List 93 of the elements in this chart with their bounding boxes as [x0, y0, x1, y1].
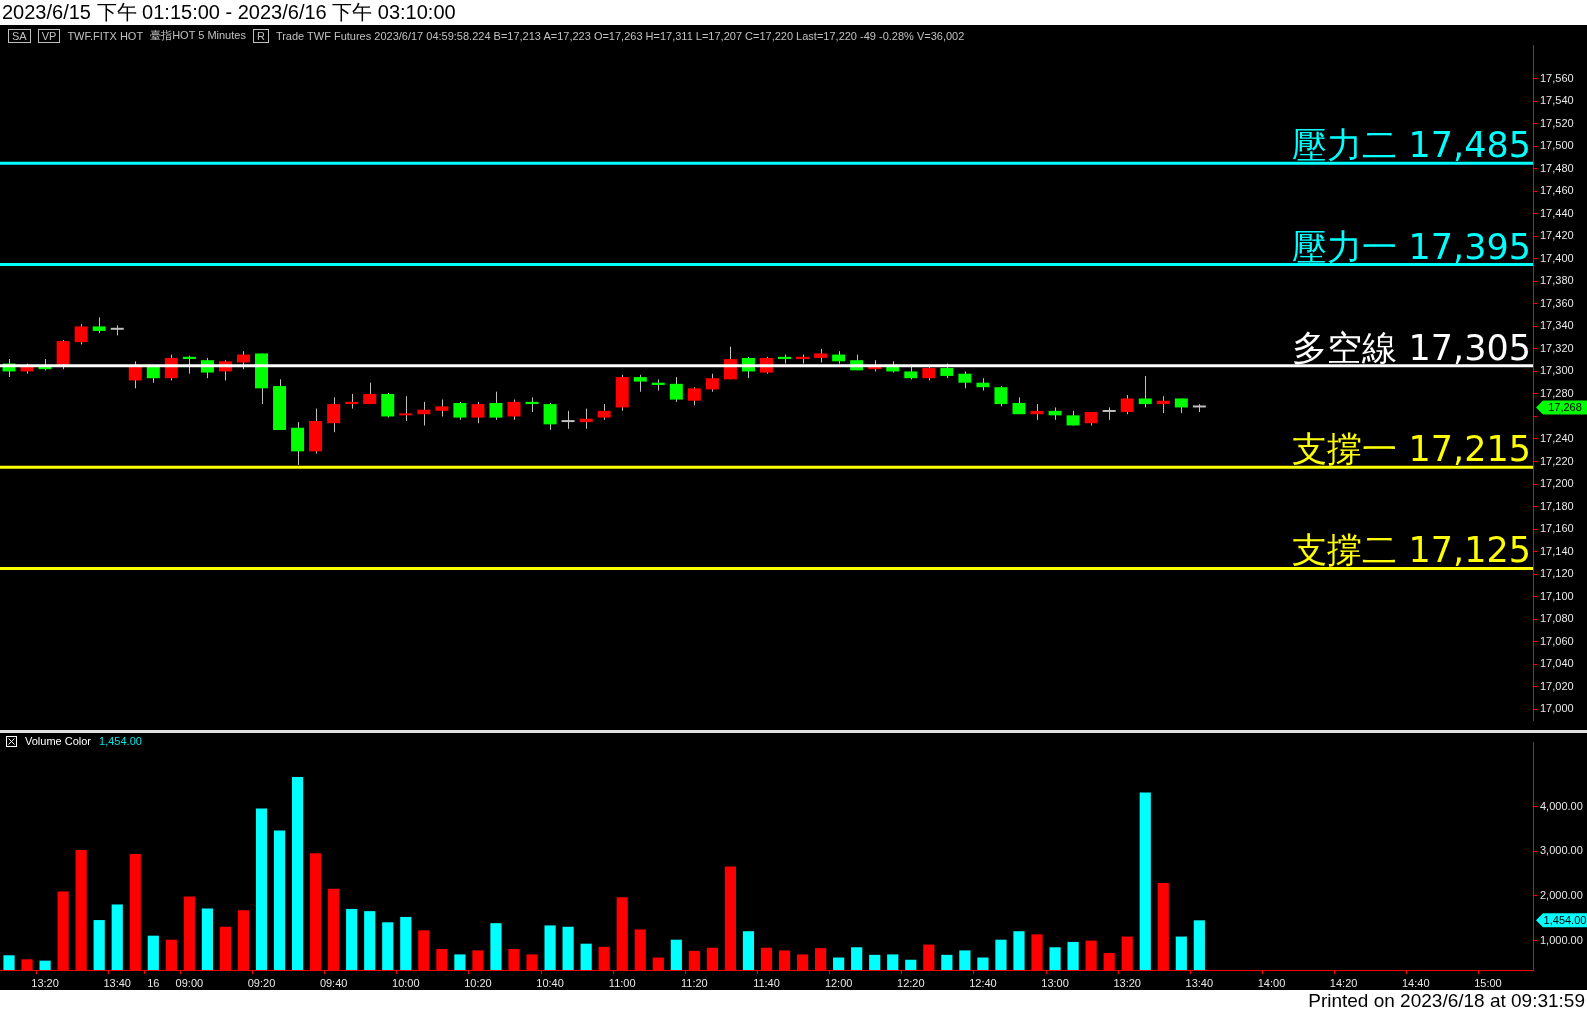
candlestick — [471, 401, 485, 424]
y-tick-label: 2,000.00 — [1540, 889, 1583, 902]
y-tick-label: 17,060 — [1540, 634, 1574, 647]
x-tick-label: 13:20 — [31, 976, 59, 989]
candlestick — [399, 395, 413, 422]
x-tick-label: 10:20 — [464, 976, 492, 989]
y-tick-label: 17,320 — [1540, 341, 1574, 354]
y-tick-label: 3,000.00 — [1540, 844, 1583, 857]
x-tick-label: 13:00 — [1041, 976, 1069, 989]
y-tick-label: 17,440 — [1540, 206, 1574, 219]
candlestick — [453, 401, 467, 421]
candlestick — [182, 355, 196, 375]
candlestick — [561, 410, 575, 430]
x-tick-label: 13:40 — [1185, 976, 1214, 989]
text: R — [252, 28, 269, 43]
ref-line-label: 壓力一 17,395 — [1292, 226, 1531, 267]
x-tick-label: 15:00 — [1474, 976, 1502, 989]
y-tick-label: 17,420 — [1540, 229, 1574, 242]
y-tick-label: 17,360 — [1540, 296, 1574, 309]
text: TWF.FITX HOT — [67, 29, 144, 42]
candlestick — [669, 376, 683, 403]
text: VP — [37, 28, 61, 43]
ref-line-label: 支撐一 17,215 — [1292, 429, 1531, 470]
y-tick-label: 17,480 — [1540, 161, 1574, 174]
candlestick — [1102, 406, 1116, 421]
y-tick-label: 17,140 — [1540, 544, 1574, 557]
candlestick — [381, 392, 395, 419]
y-tick-label: 17,500 — [1540, 139, 1574, 152]
x-tick-label: 16 — [147, 976, 160, 989]
annotation: 1,454.00 — [99, 735, 142, 747]
x-tick-label: 12:00 — [824, 976, 853, 989]
candlestick — [56, 339, 70, 370]
y-tick-label: 17,280 — [1540, 386, 1574, 399]
y-tick-label: 17,540 — [1540, 94, 1574, 107]
x-tick-label: 12:40 — [969, 976, 997, 989]
x-tick-label: 10:00 — [392, 976, 420, 989]
y-tick-label: 17,400 — [1540, 251, 1574, 264]
y-tick-label: 17,380 — [1540, 274, 1574, 287]
y-tick-label: 17,220 — [1540, 454, 1574, 467]
candlestick — [687, 386, 701, 406]
y-tick-label: 17,160 — [1540, 522, 1574, 535]
x-tick-label: 14:20 — [1329, 976, 1358, 989]
y-tick-label: 17,180 — [1540, 499, 1574, 512]
y-tick-label: 17,100 — [1540, 589, 1574, 602]
x-tick-label: 11:40 — [753, 976, 780, 989]
candlestick — [651, 378, 665, 392]
y-tick-label: 17,040 — [1540, 657, 1574, 670]
candlestick — [291, 421, 305, 466]
y-tick-label: 17,000 — [1540, 702, 1574, 715]
candlestick — [1138, 375, 1152, 408]
x-tick-label: 14:40 — [1402, 976, 1430, 989]
candlestick — [327, 396, 341, 433]
y-tick-label: 17,300 — [1540, 364, 1574, 377]
x-tick-label: 10:40 — [536, 976, 564, 989]
chart-title: 2023/6/15 下午 01:15:00 - 2023/6/16 下午 03:10:00 — [0, 0, 1587, 25]
candlestick — [705, 373, 719, 393]
y-tick-label: 17,120 — [1540, 567, 1574, 580]
ref-line-label: 多空線 17,305 — [1292, 327, 1531, 368]
candlestick — [543, 402, 557, 431]
ref-line-label: 壓力二 17,485 — [1292, 125, 1531, 166]
candlestick — [1120, 394, 1134, 415]
y-tick-label: 1,000.00 — [1540, 933, 1583, 946]
x-tick-label: 11:20 — [681, 976, 708, 989]
y-tick-label: 17,080 — [1540, 612, 1574, 625]
x-tick-label: 13:20 — [1113, 976, 1141, 989]
text: 臺指HOT 5 Minutes — [150, 28, 246, 43]
candlestick — [417, 401, 431, 426]
x-tick-label: 11:00 — [608, 976, 636, 989]
candlestick — [994, 385, 1008, 407]
text: Printed on 2023/6/18 at 09:31:59 — [0, 990, 1587, 1012]
candlestick — [74, 323, 88, 345]
x-tick-label: 09:40 — [319, 976, 348, 989]
y-tick-label: 17,340 — [1540, 319, 1574, 332]
y-tick-label: 17,520 — [1540, 116, 1574, 129]
candlestick — [128, 360, 142, 389]
text: SA — [8, 28, 31, 43]
ref-line-label: 支撐二 17,125 — [1292, 530, 1531, 571]
text: Volume Color — [25, 735, 92, 747]
y-tick-label: 17,020 — [1540, 679, 1574, 692]
y-tick-label: 17,460 — [1540, 184, 1574, 197]
x-tick-label: 13:40 — [103, 976, 131, 989]
y-tick-label: 17,200 — [1540, 477, 1574, 490]
text: Trade TWF Futures 2023/6/17 04:59:58.224 B=17,213 A=17,223 O=17,263 H=17,311 L=17,207 C=17,220 Last=17,220 -49 -0.28% V=36,002 — [275, 29, 965, 42]
y-tick-label: 17,240 — [1540, 432, 1574, 445]
text: 17,268 — [1548, 401, 1582, 414]
x-tick-label: 14:00 — [1257, 976, 1286, 989]
y-tick-label: 17,560 — [1540, 71, 1574, 84]
x-tick-label: 09:20 — [247, 976, 276, 989]
x-tick-label: 12:20 — [897, 976, 925, 989]
y-tick-label: 4,000.00 — [1540, 799, 1583, 812]
text: 1,454.00 — [1543, 914, 1587, 927]
candlestick — [489, 391, 503, 421]
x-tick-label: 09:00 — [175, 976, 204, 989]
